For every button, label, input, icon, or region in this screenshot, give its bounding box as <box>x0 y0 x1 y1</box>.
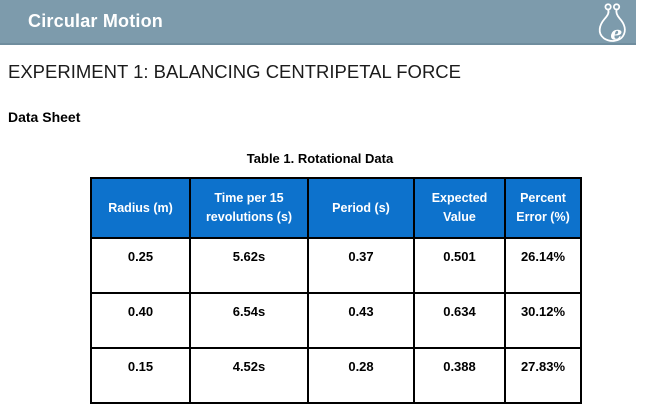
experiment-heading: EXPERIMENT 1: BALANCING CENTRIPETAL FORC… <box>8 61 461 82</box>
col-header-percent-err: Percent Error (%) <box>504 177 582 239</box>
col-header-radius: Radius (m) <box>90 177 191 239</box>
table-caption: Table 1. Rotational Data <box>246 151 394 166</box>
flask-icon: e <box>593 2 633 43</box>
cell-period: 0.37 <box>307 237 415 294</box>
cell-expected: 0.634 <box>413 292 506 349</box>
cell-percent-err: 26.14% <box>504 237 582 294</box>
section-header-bar: Circular Motion e <box>0 0 636 45</box>
data-sheet-label: Data Sheet <box>8 109 81 125</box>
cell-time: 5.62s <box>189 237 309 294</box>
cell-expected: 0.388 <box>413 347 506 404</box>
table-row: 0.40 6.54s 0.43 0.634 30.12% <box>90 292 582 349</box>
col-header-period: Period (s) <box>307 177 415 239</box>
table-header-row: Radius (m) Time per 15 revolutions (s) P… <box>90 177 582 239</box>
cell-radius: 0.25 <box>90 237 191 294</box>
cell-period: 0.43 <box>307 292 415 349</box>
cell-radius: 0.40 <box>90 292 191 349</box>
section-title: Circular Motion <box>28 11 164 31</box>
cell-radius: 0.15 <box>90 347 191 404</box>
cell-period: 0.28 <box>307 347 415 404</box>
cell-percent-err: 27.83% <box>504 347 582 404</box>
svg-text:e: e <box>610 22 622 43</box>
col-header-time: Time per 15 revolutions (s) <box>189 177 309 239</box>
cell-percent-err: 30.12% <box>504 292 582 349</box>
table-row: 0.15 4.52s 0.28 0.388 27.83% <box>90 347 582 404</box>
rotational-data-table: Radius (m) Time per 15 revolutions (s) P… <box>90 177 582 404</box>
cell-time: 6.54s <box>189 292 309 349</box>
cell-expected: 0.501 <box>413 237 506 294</box>
col-header-expected: Expected Value <box>413 177 506 239</box>
cell-time: 4.52s <box>189 347 309 404</box>
table-row: 0.25 5.62s 0.37 0.501 26.14% <box>90 237 582 294</box>
